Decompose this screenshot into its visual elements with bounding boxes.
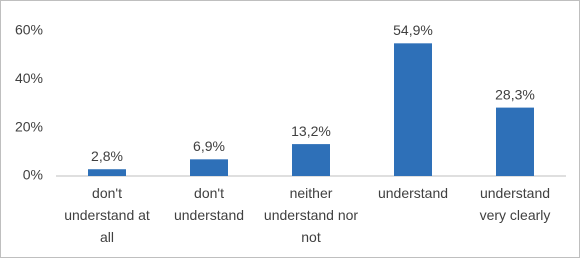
x-tick-label: don't understand [173,185,245,223]
data-label: 2,8% [91,148,123,164]
bar [88,169,126,176]
x-tick-label: don't understand at all [64,185,150,245]
data-label: 28,3% [495,86,535,102]
x-tick-label: understand very clearly [479,185,551,223]
x-tick-label: neither understand nor not [263,185,359,245]
bar [292,144,330,176]
bar [394,43,432,177]
bar [496,107,534,176]
x-tick-label: understand [377,185,449,201]
bar [190,159,228,176]
y-tick-label: 40% [15,70,43,86]
y-tick-label: 20% [15,118,43,134]
data-label: 13,2% [291,123,331,139]
y-tick-label: 0% [23,167,43,183]
y-tick-label: 60% [15,22,43,38]
data-label: 54,9% [393,22,433,38]
data-label: 6,9% [193,138,225,154]
